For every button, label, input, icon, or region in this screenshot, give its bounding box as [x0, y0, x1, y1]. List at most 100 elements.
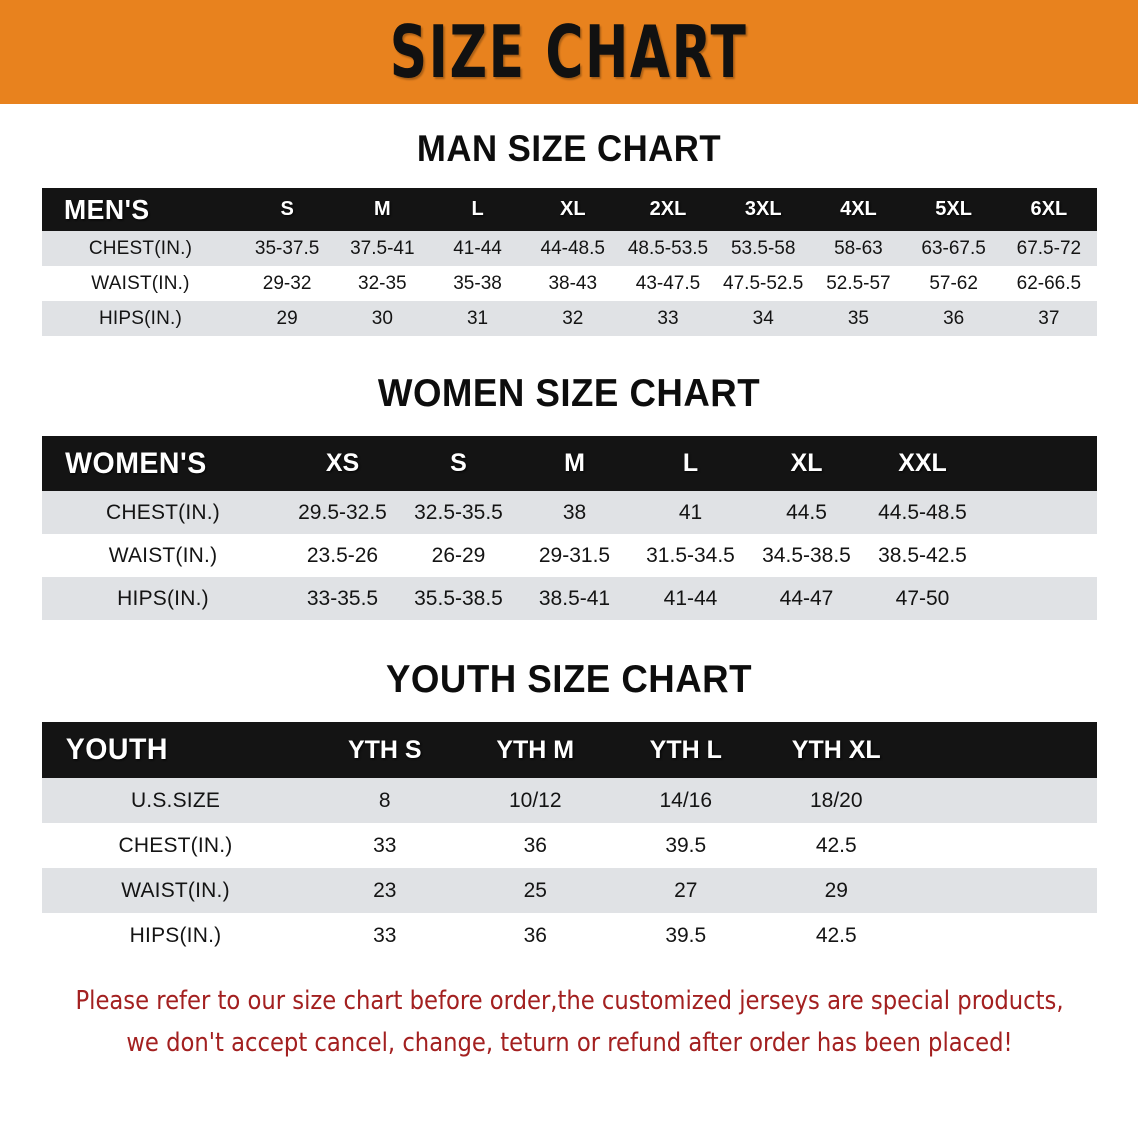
- women-col-header-3: L: [682, 449, 699, 477]
- men-cell-0-6: 58-63: [834, 237, 883, 259]
- men-size-table: MEN'S S M L XL 2XL 3XL 4XL 5XL 6XL CHEST…: [41, 188, 1097, 336]
- women-cell-0-5: 44.5-48.5: [878, 500, 967, 524]
- youth-cell-1-3: 42.5: [815, 833, 857, 857]
- youth-cell-2-4: [912, 868, 1097, 913]
- youth-col-header-2: YTH L: [649, 735, 722, 764]
- youth-cell-1-2: 39.5: [665, 833, 707, 857]
- youth-cell-2-0: 23: [373, 878, 397, 902]
- table-row: WAIST(IN.) 23.5-26 26-29 29-31.5 31.5-34…: [41, 534, 1097, 577]
- women-cell-0-2: 38: [562, 500, 587, 524]
- men-cell-2-8: 37: [1038, 307, 1060, 329]
- table-row: CHEST(IN.) 33 36 39.5 42.5: [41, 823, 1097, 868]
- youth-cell-3-3: 42.5: [815, 923, 857, 947]
- women-cell-2-2: 38.5-41: [538, 586, 611, 610]
- youth-header-row: YOUTH YTH S YTH M YTH L YTH XL: [41, 722, 1097, 778]
- men-cell-1-3: 38-43: [548, 272, 598, 294]
- man-section-title: MAN SIZE CHART: [416, 128, 722, 169]
- page-title: SIZE CHART: [390, 10, 748, 94]
- youth-cell-3-0: 33: [373, 923, 397, 947]
- table-row: WAIST(IN.) 29-32 32-35 35-38 38-43 43-47…: [41, 266, 1097, 301]
- youth-row-label-1: CHEST(IN.): [118, 833, 233, 857]
- youth-table-wrapper: YOUTH YTH S YTH M YTH L YTH XL U.S.SIZE …: [41, 722, 1097, 958]
- table-row: U.S.SIZE 8 10/12 14/16 18/20: [41, 778, 1097, 823]
- men-header-row: MEN'S S M L XL 2XL 3XL 4XL 5XL 6XL: [41, 188, 1097, 231]
- disclaimer-note: Please refer to our size chart before or…: [48, 980, 1091, 1064]
- women-section-title: WOMEN SIZE CHART: [377, 372, 761, 415]
- youth-cell-0-0: 8: [378, 788, 391, 812]
- men-cell-0-5: 53.5-58: [730, 237, 796, 259]
- men-row-label-2: HIPS(IN.): [98, 307, 183, 329]
- men-col-header-7: 5XL: [935, 198, 972, 220]
- women-cell-2-0: 33-35.5: [306, 586, 379, 610]
- women-cell-0-4: 44.5: [786, 500, 827, 524]
- table-row: HIPS(IN.) 33-35.5 35.5-38.5 38.5-41 41-4…: [41, 577, 1097, 620]
- youth-cell-0-1: 10/12: [508, 788, 562, 812]
- table-row: CHEST(IN.) 29.5-32.5 32.5-35.5 38 41 44.…: [41, 491, 1097, 534]
- women-cell-2-6: [981, 577, 1097, 620]
- men-row-label-0: CHEST(IN.): [88, 237, 193, 259]
- men-col-header-6: 4XL: [840, 198, 877, 220]
- women-table-wrapper: WOMEN'S XS S M L XL XXL CHEST(IN.) 29.5-…: [41, 436, 1097, 620]
- men-cell-0-0: 35-37.5: [254, 237, 320, 259]
- men-col-header-4: 2XL: [649, 198, 687, 220]
- youth-cell-0-4: [912, 778, 1097, 823]
- youth-cell-1-4: [912, 823, 1097, 868]
- women-cell-1-1: 26-29: [431, 543, 486, 567]
- women-cell-0-1: 32.5-35.5: [414, 500, 503, 524]
- table-row: WAIST(IN.) 23 25 27 29: [41, 868, 1097, 913]
- men-table-header: MEN'S S M L XL 2XL 3XL 4XL 5XL 6XL: [41, 188, 1097, 231]
- youth-row-label-0: U.S.SIZE: [130, 788, 221, 812]
- men-cell-0-8: 67.5-72: [1016, 237, 1082, 259]
- youth-col-header-4: [912, 722, 1097, 778]
- women-cell-1-4: 34.5-38.5: [762, 543, 851, 567]
- youth-size-table: YOUTH YTH S YTH M YTH L YTH XL U.S.SIZE …: [41, 722, 1097, 958]
- youth-cell-0-3: 18/20: [809, 788, 863, 812]
- women-col-header-2: M: [564, 449, 585, 477]
- men-cell-0-7: 63-67.5: [921, 237, 986, 259]
- women-col-header-4: XL: [790, 449, 823, 477]
- youth-cell-1-0: 33: [373, 833, 397, 857]
- youth-table-body: U.S.SIZE 8 10/12 14/16 18/20 CHEST(IN.) …: [41, 778, 1097, 958]
- men-cell-1-1: 32-35: [358, 272, 407, 294]
- men-col-header-5: 3XL: [744, 198, 782, 220]
- women-cell-2-4: 44-47: [779, 586, 834, 610]
- youth-col-header-0: YTH S: [347, 735, 422, 764]
- men-cell-2-2: 31: [466, 307, 489, 329]
- men-cell-1-2: 35-38: [453, 272, 502, 294]
- women-col-header-6: [981, 436, 1097, 491]
- youth-cell-2-1: 25: [523, 878, 547, 902]
- youth-cell-0-2: 14/16: [659, 788, 713, 812]
- youth-row-label-2: WAIST(IN.): [121, 878, 230, 902]
- women-col-header-5: XXL: [898, 449, 947, 477]
- disclaimer-line-2: we don't accept cancel, change, teturn o…: [125, 1028, 1013, 1059]
- men-cell-1-4: 43-47.5: [635, 272, 701, 294]
- women-cell-1-6: [981, 534, 1097, 577]
- women-cell-1-0: 23.5-26: [306, 543, 379, 567]
- table-row: CHEST(IN.) 35-37.5 37.5-41 41-44 44-48.5…: [41, 231, 1097, 266]
- men-cell-1-7: 57-62: [929, 272, 978, 294]
- men-cell-0-1: 37.5-41: [350, 237, 415, 259]
- women-row-label-0: CHEST(IN.): [106, 500, 220, 524]
- men-cell-2-1: 30: [371, 307, 393, 329]
- youth-cell-2-3: 29: [824, 878, 848, 902]
- youth-cell-3-4: [912, 913, 1097, 958]
- men-col-header-1: M: [373, 198, 391, 220]
- men-cell-0-2: 41-44: [453, 237, 502, 259]
- women-cell-2-3: 41-44: [663, 586, 718, 610]
- youth-section-title: YOUTH SIZE CHART: [386, 658, 752, 701]
- men-cell-1-6: 52.5-57: [826, 272, 891, 294]
- men-corner-label: MEN'S: [63, 193, 150, 225]
- men-table-wrapper: MEN'S S M L XL 2XL 3XL 4XL 5XL 6XL CHEST…: [41, 188, 1097, 336]
- youth-col-header-3: YTH XL: [791, 735, 881, 764]
- men-cell-0-3: 44-48.5: [540, 237, 605, 259]
- youth-cell-2-2: 27: [674, 878, 698, 902]
- women-row-label-2: HIPS(IN.): [117, 586, 209, 610]
- table-row: HIPS(IN.) 29 30 31 32 33 34 35 36 37: [41, 301, 1097, 336]
- women-cell-0-6: [981, 491, 1097, 534]
- men-cell-2-0: 29: [276, 307, 298, 329]
- men-cell-1-5: 47.5-52.5: [723, 272, 804, 294]
- women-table-header: WOMEN'S XS S M L XL XXL: [41, 436, 1097, 491]
- women-size-table: WOMEN'S XS S M L XL XXL CHEST(IN.) 29.5-…: [41, 436, 1097, 620]
- women-cell-2-5: 47-50: [895, 586, 950, 610]
- women-col-header-1: S: [450, 449, 467, 477]
